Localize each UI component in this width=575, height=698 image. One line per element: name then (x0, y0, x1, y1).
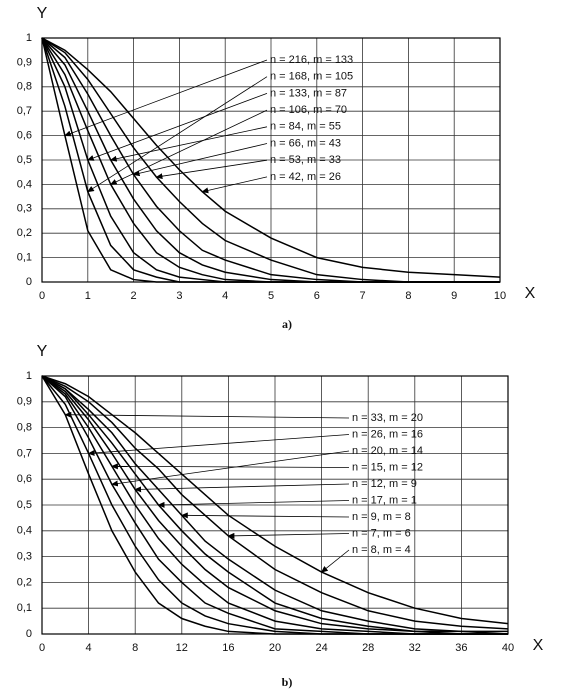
curve-label: n = 20, m = 14 (352, 445, 423, 457)
curve (41, 375, 509, 625)
y-axis-label: Y (37, 5, 48, 22)
curve-label: n = 8, m = 4 (352, 544, 411, 556)
curve-label: n = 53, m = 33 (270, 154, 341, 166)
x-tick-label: 3 (176, 290, 182, 302)
curve-label: n = 106, m = 70 (270, 104, 347, 116)
curve (41, 375, 509, 630)
panel-caption: a) (282, 317, 292, 331)
leader-arrow (86, 76, 268, 193)
x-tick-label: 0 (39, 642, 45, 654)
curve (41, 375, 508, 635)
x-tick-label: 24 (315, 642, 327, 654)
x-tick-label: 12 (176, 642, 188, 654)
y-tick-label: 0,4 (17, 525, 32, 537)
curve-label: n = 33, m = 20 (352, 412, 423, 424)
leader-arrow (180, 512, 350, 519)
curve-label: n = 15, m = 12 (352, 461, 423, 473)
leader-arrow (132, 143, 268, 177)
leader-arrow (201, 176, 268, 194)
curve-label: n = 17, m = 1 (352, 494, 417, 506)
x-tick-label: 40 (502, 642, 514, 654)
leader-arrow (87, 434, 350, 456)
x-tick-label: 6 (314, 290, 320, 302)
leader-arrow (64, 411, 350, 419)
x-tick-label: 28 (362, 642, 374, 654)
y-tick-label: 1 (26, 32, 32, 44)
y-tick-label: 0 (26, 628, 32, 640)
y-tick-label: 0,1 (17, 252, 32, 264)
leader-arrow (109, 109, 268, 185)
curve-label: n = 7, m = 6 (352, 527, 411, 539)
leader-arrow (110, 450, 350, 487)
x-tick-label: 20 (269, 642, 281, 654)
y-axis-label: Y (37, 343, 48, 360)
y-tick-label: 0,8 (17, 422, 32, 434)
y-tick-label: 0,7 (17, 447, 32, 459)
y-tick-label: 0,8 (17, 81, 32, 93)
x-axis-label: X (525, 285, 536, 302)
curve-label: n = 9, m = 8 (352, 511, 411, 523)
y-tick-label: 0,2 (17, 576, 32, 588)
leader-arrow (155, 159, 268, 180)
x-tick-label: 1 (85, 290, 91, 302)
curve (41, 375, 508, 635)
x-tick-label: 4 (222, 290, 228, 302)
curve-label: n = 42, m = 26 (270, 171, 341, 183)
y-tick-label: 0,6 (17, 473, 32, 485)
y-tick-label: 0,1 (17, 602, 32, 614)
curve (41, 37, 500, 283)
y-tick-label: 0,5 (17, 499, 32, 511)
y-tick-label: 0,4 (17, 178, 32, 190)
y-tick-label: 0,3 (17, 203, 32, 215)
curve-label: n = 216, m = 133 (270, 54, 353, 66)
x-axis-label: X (533, 637, 544, 654)
y-tick-label: 0,5 (17, 154, 32, 166)
curve (41, 375, 508, 635)
x-tick-label: 9 (451, 290, 457, 302)
x-tick-label: 2 (131, 290, 137, 302)
y-tick-label: 0,2 (17, 227, 32, 239)
x-tick-label: 8 (405, 290, 411, 302)
curve-label: n = 133, m = 87 (270, 87, 347, 99)
x-tick-label: 10 (494, 290, 506, 302)
leader-arrow (134, 483, 350, 493)
x-tick-label: 16 (222, 642, 234, 654)
x-tick-label: 4 (86, 642, 92, 654)
leader-arrow (109, 126, 268, 162)
x-tick-label: 32 (409, 642, 421, 654)
y-tick-label: 0,3 (17, 551, 32, 563)
curve-label: n = 12, m = 9 (352, 478, 417, 490)
x-tick-label: 8 (132, 642, 138, 654)
curve (41, 37, 500, 283)
leader-arrow (320, 549, 350, 573)
x-tick-label: 5 (268, 290, 274, 302)
curve-label: n = 26, m = 16 (352, 428, 423, 440)
x-tick-label: 7 (360, 290, 366, 302)
y-tick-label: 0,6 (17, 130, 32, 142)
y-tick-label: 0 (26, 276, 32, 288)
curve-label: n = 84, m = 55 (270, 121, 341, 133)
curve-label: n = 66, m = 43 (270, 137, 341, 149)
leader-arrow (110, 463, 350, 470)
leader-arrow (227, 532, 350, 539)
leader-arrow (63, 59, 268, 137)
leader-arrow (157, 500, 350, 508)
x-tick-label: 0 (39, 290, 45, 302)
curve (41, 375, 509, 635)
curve (41, 375, 508, 633)
panel-caption: b) (282, 675, 293, 689)
x-tick-label: 36 (455, 642, 467, 654)
y-tick-label: 0,9 (17, 56, 32, 68)
curve-label: n = 168, m = 105 (270, 71, 353, 83)
y-tick-label: 0,9 (17, 396, 32, 408)
y-tick-label: 1 (26, 370, 32, 382)
y-tick-label: 0,7 (17, 105, 32, 117)
